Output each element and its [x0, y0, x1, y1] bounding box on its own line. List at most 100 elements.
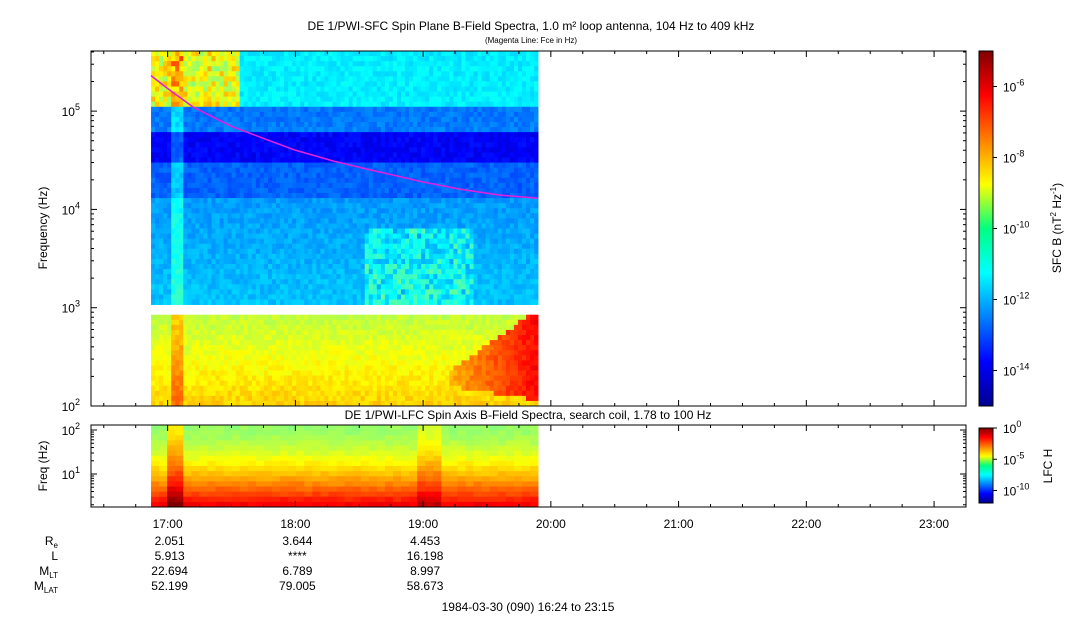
top-spectrogram-cell [352, 370, 358, 376]
top-spectrogram-cell [280, 264, 285, 270]
top-spectrogram-cell [320, 345, 325, 351]
top-spectrogram-cell [437, 132, 442, 138]
top-spectrogram-cell [421, 314, 426, 321]
top-spectrogram-cell [396, 314, 402, 321]
top-spectrogram-cell [417, 167, 422, 174]
top-spectrogram-cell [263, 279, 269, 285]
top-spectrogram-cell [384, 81, 390, 87]
top-spectrogram-cell [263, 289, 269, 295]
top-spectrogram-cell [324, 253, 329, 260]
top-spectrogram-cell [203, 147, 208, 153]
top-spectrogram-cell [340, 340, 345, 346]
top-spectrogram-cell [151, 365, 156, 371]
top-spectrogram-cell [368, 51, 374, 57]
top-spectrogram-cell [392, 248, 398, 255]
top-spectrogram-cell [247, 132, 253, 138]
top-spectrogram-cell [195, 335, 200, 341]
top-spectrogram-cell [364, 162, 370, 169]
top-spectrogram-cell [308, 238, 313, 245]
top-spectrogram-cell [267, 340, 273, 346]
top-spectrogram-cell [344, 187, 349, 194]
top-spectrogram-cell [328, 228, 333, 234]
top-spectrogram-cell [276, 370, 281, 376]
top-spectrogram-cell [308, 147, 313, 153]
top-spectrogram-cell [280, 274, 285, 280]
top-spectrogram-cell [207, 390, 212, 397]
top-spectrogram-cell [251, 182, 257, 189]
top-spectrogram-cell [380, 177, 386, 184]
top-spectrogram-cell [255, 203, 261, 209]
top-spectrogram-cell [263, 380, 269, 387]
top-spectrogram-cell [352, 198, 358, 204]
top-spectrogram-cell [292, 360, 297, 366]
top-spectrogram-cell [328, 299, 333, 305]
top-spectrogram-cell [396, 294, 402, 300]
top-spectrogram-cell [433, 253, 438, 260]
top-spectrogram-cell [263, 294, 269, 300]
top-spectrogram-cell [271, 375, 277, 382]
top-spectrogram-cell [413, 294, 418, 300]
top-spectrogram-cell [332, 91, 337, 98]
top-spectrogram-cell [151, 111, 156, 118]
top-spectrogram-cell [219, 162, 225, 169]
top-spectrogram-cell [175, 319, 180, 326]
top-spectrogram-cell [211, 132, 216, 138]
top-spectrogram-cell [280, 385, 285, 392]
top-spectrogram-cell [151, 400, 156, 407]
top-spectrogram-cell [163, 147, 168, 153]
top-spectrogram-cell [171, 248, 176, 255]
top-spectrogram-cell [288, 319, 293, 326]
top-spectrogram-cell [401, 380, 406, 387]
top-spectrogram-cell [251, 142, 257, 148]
top-spectrogram-cell [429, 253, 434, 260]
top-spectrogram-cell [155, 66, 160, 72]
top-spectrogram-cell [211, 335, 216, 341]
top-spectrogram-cell [163, 335, 168, 341]
top-spectrogram-cell [320, 218, 325, 224]
top-spectrogram-cell [413, 106, 418, 113]
top-spectrogram-cell [384, 51, 390, 57]
top-spectrogram-cell [255, 56, 261, 62]
top-spectrogram-cell [320, 152, 325, 158]
top-spectrogram-cell [316, 233, 321, 240]
top-spectrogram-cell [231, 284, 237, 290]
top-spectrogram-cell [239, 132, 245, 138]
top-spectrogram-cell [195, 111, 200, 118]
top-spectrogram-cell [332, 157, 337, 163]
top-spectrogram-cell [227, 132, 233, 138]
top-spectrogram-cell [284, 223, 289, 229]
top-spectrogram-cell [211, 299, 216, 305]
top-spectrogram-cell [167, 147, 172, 153]
top-spectrogram-cell [155, 111, 160, 118]
top-spectrogram-cell [271, 248, 277, 255]
top-spectrogram-cell [284, 111, 289, 118]
top-spectrogram-cell [199, 335, 204, 341]
top-spectrogram-cell [364, 243, 370, 250]
top-spectrogram-cell [207, 167, 212, 174]
top-spectrogram-cell [159, 142, 164, 148]
top-spectrogram-cell [344, 390, 349, 397]
top-spectrogram-cell [219, 91, 225, 98]
top-spectrogram-cell [308, 157, 313, 163]
top-spectrogram-cell [417, 390, 422, 397]
top-spectrogram-cell [227, 248, 233, 255]
top-spectrogram-cell [276, 340, 281, 346]
top-spectrogram-cell [195, 193, 200, 199]
top-spectrogram-cell [199, 66, 204, 72]
top-spectrogram-cell [267, 167, 273, 174]
top-spectrogram-cell [151, 56, 156, 62]
top-spectrogram-cell [159, 177, 164, 184]
top-spectrogram-cell [211, 182, 216, 189]
top-spectrogram-cell [409, 289, 414, 295]
top-spectrogram-cell [284, 132, 289, 138]
top-spectrogram-cell [417, 279, 422, 285]
top-spectrogram-cell [243, 122, 249, 128]
top-spectrogram-cell [316, 228, 321, 234]
top-spectrogram-cell [348, 172, 354, 179]
top-spectrogram-cell [401, 106, 406, 113]
top-spectrogram-cell [380, 314, 386, 321]
top-spectrogram-cell [372, 142, 378, 148]
top-spectrogram-cell [207, 66, 212, 72]
top-spectrogram-cell [300, 370, 305, 376]
top-spectrogram-cell [215, 162, 220, 169]
